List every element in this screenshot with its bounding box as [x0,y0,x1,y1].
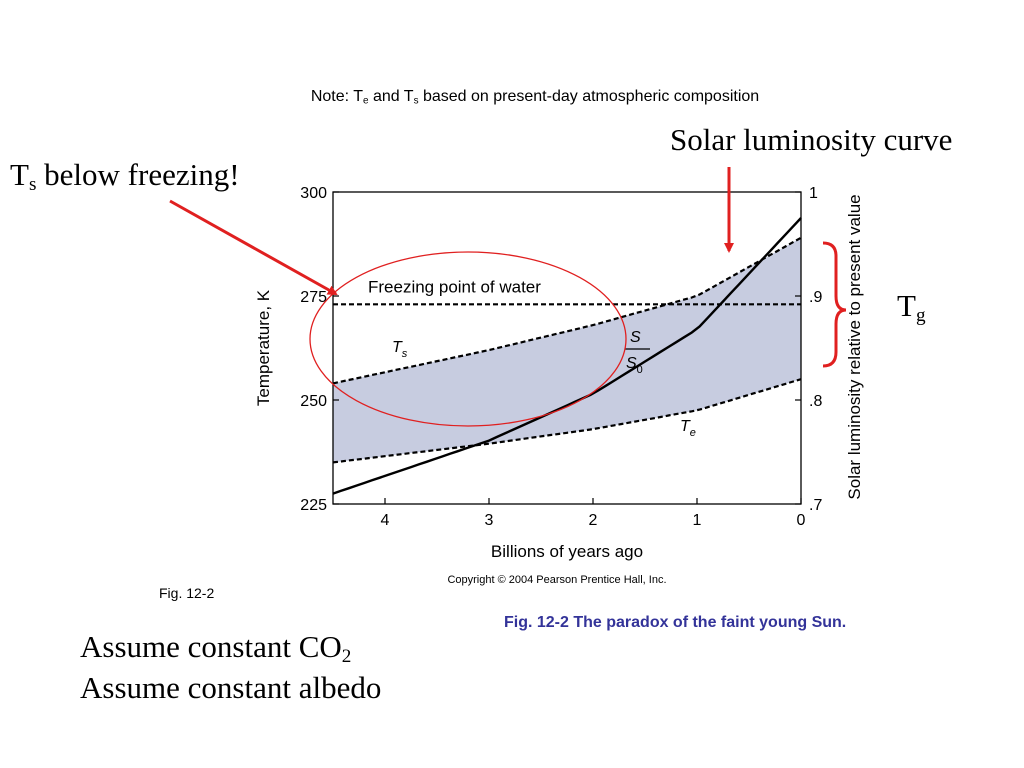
te-series-line [332,378,802,464]
tg-annotation: Tg [897,288,926,326]
ts-arrow [169,199,338,296]
x-tick-label: 2 [589,512,598,529]
y-axis-label: Temperature, K [254,289,273,406]
y2-tick-label: .7 [809,497,822,514]
assumption-co2: Assume constant CO2 [80,629,352,667]
y-tick-label: 300 [300,185,327,202]
ts-below-freezing-annotation: Ts below freezing! [10,157,240,195]
fig-label: Fig. 12-2 [159,585,215,601]
note-text: Note: Te and Ts based on present-day atm… [310,88,760,107]
y2-tick-label: .9 [809,289,822,306]
freezing-label: Freezing point of water [368,277,541,296]
s0-denominator-label: S0 [626,355,643,376]
solar-luminosity-annotation: Solar luminosity curve [670,122,953,157]
y-tick-label: 225 [300,497,327,514]
y-tick-label: 250 [300,393,327,410]
plot-frame [332,191,802,505]
x-tick-label: 0 [797,512,806,529]
greenhouse-band [333,237,801,463]
solar-luminosity-line [332,217,802,495]
s-numerator-label: S [630,329,641,346]
ts-series-label: Ts [392,339,408,360]
below-freezing-ellipse [309,251,627,427]
tg-brace [822,241,847,368]
y2-tick-label: 1 [809,185,818,202]
copyright-text: Copyright © 2004 Pearson Prentice Hall, … [447,574,666,586]
y2-tick-label: .8 [809,393,822,410]
figure-caption: Fig. 12-2 The paradox of the faint young… [504,614,847,631]
assumption-albedo: Assume constant albedo [80,670,382,705]
x-tick-label: 1 [693,512,702,529]
x-tick-label: 3 [485,512,494,529]
x-axis-label: Billions of years ago [491,542,643,561]
te-series-label: Te [680,418,696,439]
y2-axis-label: Solar luminosity relative to present val… [845,194,864,499]
x-tick-label: 4 [381,512,390,529]
y-tick-label: 275 [300,289,327,306]
ts-series-line [332,236,802,385]
